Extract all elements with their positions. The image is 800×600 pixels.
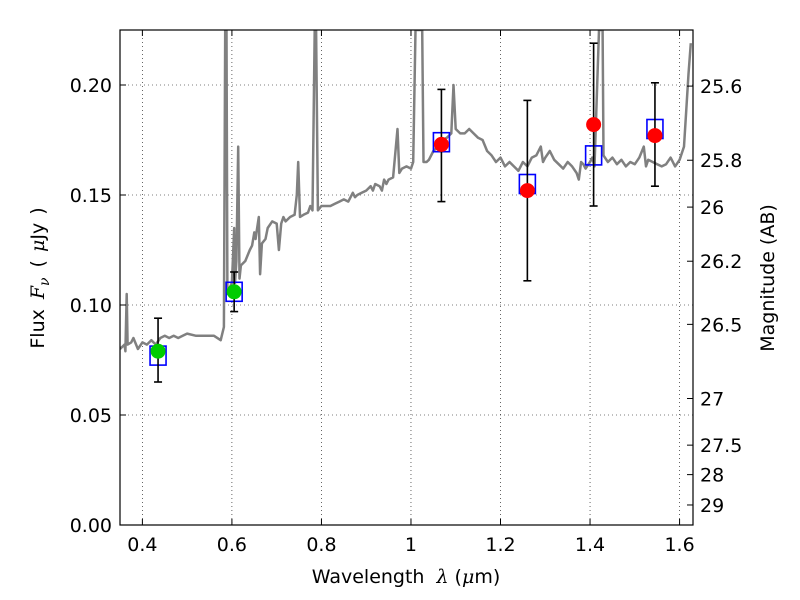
mag-tick-label: 29 [700,495,724,517]
mag-tick-label: 26.5 [700,314,742,336]
mag-tick-label: 26 [700,197,724,219]
y-tick-label: 0.20 [70,75,112,97]
x-tick-label: 0.4 [127,534,157,556]
plot-frame [119,29,694,526]
mag-tick-label: 28 [700,465,724,487]
observed-point [519,183,535,199]
x-tick-label: 1.2 [485,534,515,556]
x-axis-label: Wavelength λ (μm) [312,566,500,588]
plot-area [120,30,693,383]
observed-point [226,284,242,300]
observed-point [150,343,166,359]
x-tick-label: 1 [405,534,417,556]
observed-point [586,117,602,133]
grid [120,30,693,526]
y2-axis-label: Magnitude (AB) [757,204,779,352]
y-tick-label: 0.10 [70,295,112,317]
observed-point [647,128,663,144]
observed-point [433,136,449,152]
x-tick-label: 0.8 [306,534,336,556]
mag-tick-label: 26.2 [700,251,742,273]
y-tick-label: 0.15 [70,185,112,207]
model-spectrum-line [120,30,693,353]
x-tick-label: 0.6 [217,534,247,556]
mag-tick-label: 27 [700,389,724,411]
y-tick-label: 0.05 [70,405,112,427]
y-tick-label: 0.00 [70,515,112,537]
mag-tick-label: 25.6 [700,76,742,98]
x-tick-label: 1.4 [575,534,605,556]
mag-tick-label: 27.5 [700,435,742,457]
x-tick-label: 1.6 [664,534,694,556]
mag-tick-label: 25.8 [700,150,742,172]
y-axis-label: FluxFν(μJy) [27,207,53,348]
ticks: 0.4 0.6 0.8 1 1.2 1.4 1.6 0.00 0.05 0.10 0.15 0.20 2… [70,30,742,556]
